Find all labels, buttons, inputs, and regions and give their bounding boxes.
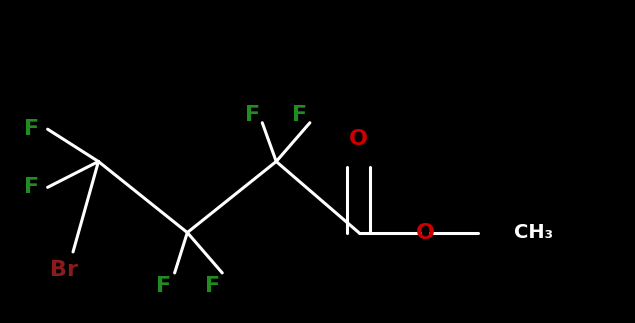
Text: F: F — [245, 105, 260, 125]
Text: CH₃: CH₃ — [514, 223, 553, 242]
Text: F: F — [292, 105, 307, 125]
Text: O: O — [416, 223, 435, 243]
Text: F: F — [156, 276, 171, 296]
Text: O: O — [349, 129, 368, 149]
Text: Br: Br — [50, 260, 77, 280]
Text: F: F — [24, 119, 39, 139]
Text: F: F — [205, 276, 220, 296]
Text: F: F — [24, 177, 39, 197]
